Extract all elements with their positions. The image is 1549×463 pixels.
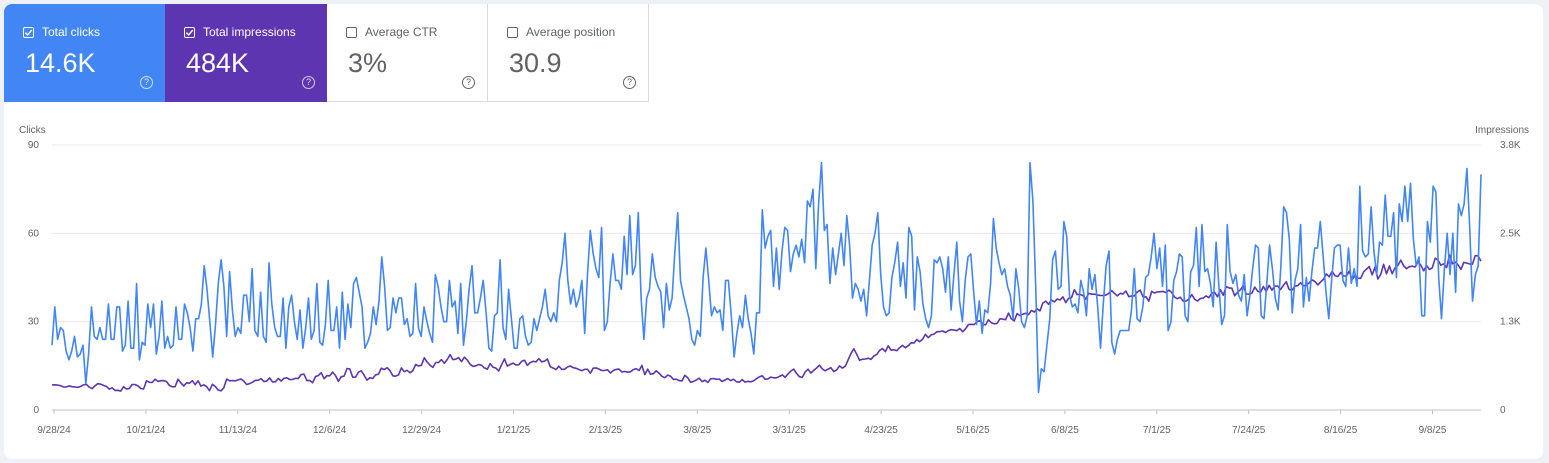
y-left-tick-label: 90 [28, 140, 40, 151]
y-left-tick-label: 30 [28, 317, 40, 328]
y-left-tick-label: 60 [28, 228, 40, 239]
metric-value: 3% [348, 48, 388, 78]
metric-label: Average position [526, 25, 616, 39]
help-icon[interactable]: ? [462, 76, 475, 89]
x-tick-label: 2/13/25 [589, 425, 623, 436]
x-tick-label: 8/16/25 [1324, 425, 1358, 436]
x-tick-label: 9/8/25 [1419, 425, 1447, 436]
metric-average-ctr[interactable]: Average CTR 3% ? [327, 4, 488, 102]
y-right-tick-label: 1.3K [1500, 317, 1521, 328]
chart-grid [52, 144, 1481, 414]
x-tick-label: 5/16/25 [956, 425, 990, 436]
x-tick-label: 3/8/25 [683, 425, 711, 436]
x-tick-label: 11/13/24 [219, 425, 258, 436]
checkbox-icon[interactable] [23, 27, 34, 38]
checkbox-icon[interactable] [507, 27, 518, 38]
performance-card: Total clicks 14.6K ? Total impressions 4… [4, 4, 1543, 459]
metric-total-impressions[interactable]: Total impressions 484K ? [165, 4, 327, 102]
help-icon[interactable]: ? [302, 76, 315, 89]
metric-average-position[interactable]: Average position 30.9 ? [488, 4, 649, 102]
metric-value: 14.6K [25, 48, 96, 78]
y-left-tick-label: 0 [33, 405, 39, 416]
help-icon[interactable]: ? [623, 76, 636, 89]
x-tick-label: 1/21/25 [497, 425, 531, 436]
metric-value: 30.9 [509, 48, 562, 78]
x-tick-label: 9/28/24 [37, 425, 71, 436]
x-tick-label: 4/23/25 [864, 425, 898, 436]
checkbox-icon[interactable] [184, 27, 195, 38]
metric-label: Average CTR [365, 25, 438, 39]
metric-tabs: Total clicks 14.6K ? Total impressions 4… [4, 4, 649, 102]
clicks-series-line [51, 161, 1482, 394]
y-right-tick-label: 3.8K [1500, 140, 1521, 151]
x-tick-label: 10/21/24 [126, 425, 165, 436]
y-left-axis-label: Clicks [19, 125, 46, 136]
y-right-tick-label: 2.5K [1500, 228, 1521, 239]
checkbox-icon[interactable] [346, 27, 357, 38]
performance-chart: 0 0 30 1.3K 60 2.5K 90 3.8K Clicks Impressions 9/2… [19, 125, 1529, 436]
metric-label: Total impressions [203, 25, 296, 39]
y-right-tick-label: 0 [1500, 405, 1506, 416]
x-tick-label: 12/6/24 [313, 425, 347, 436]
help-icon[interactable]: ? [140, 76, 153, 89]
metric-value: 484K [186, 48, 250, 78]
x-tick-label: 6/8/25 [1051, 425, 1079, 436]
chart-labels: 0 0 30 1.3K 60 2.5K 90 3.8K Clicks Impressions 9/2… [19, 125, 1529, 436]
y-right-axis-label: Impressions [1475, 125, 1529, 136]
metric-label: Total clicks [42, 25, 101, 39]
x-tick-label: 7/24/25 [1232, 425, 1266, 436]
metric-total-clicks[interactable]: Total clicks 14.6K ? [4, 4, 165, 102]
x-tick-label: 3/31/25 [773, 425, 807, 436]
x-tick-label: 12/29/24 [402, 425, 441, 436]
chart-lines [51, 161, 1482, 394]
x-tick-label: 7/1/25 [1143, 425, 1171, 436]
